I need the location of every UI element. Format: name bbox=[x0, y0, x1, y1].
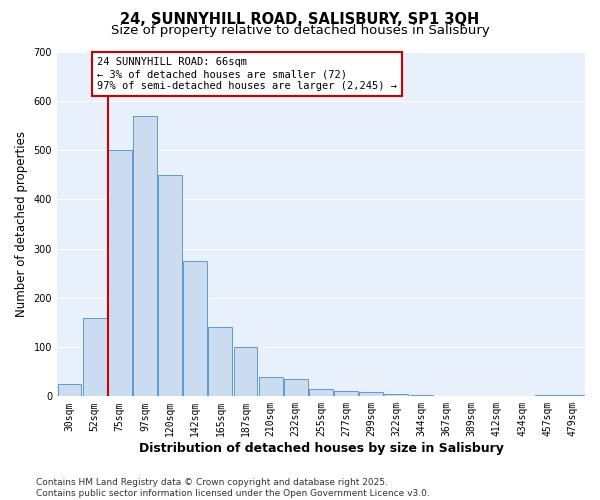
Bar bbox=[208, 328, 232, 396]
Bar bbox=[233, 347, 257, 397]
Bar bbox=[359, 392, 383, 396]
Text: 24, SUNNYHILL ROAD, SALISBURY, SP1 3QH: 24, SUNNYHILL ROAD, SALISBURY, SP1 3QH bbox=[121, 12, 479, 28]
Bar bbox=[133, 116, 157, 396]
Bar bbox=[334, 392, 358, 396]
Bar bbox=[108, 150, 132, 396]
Bar bbox=[83, 318, 107, 396]
Bar bbox=[259, 376, 283, 396]
Text: Size of property relative to detached houses in Salisbury: Size of property relative to detached ho… bbox=[110, 24, 490, 37]
Bar bbox=[58, 384, 82, 396]
Text: 24 SUNNYHILL ROAD: 66sqm
← 3% of detached houses are smaller (72)
97% of semi-de: 24 SUNNYHILL ROAD: 66sqm ← 3% of detache… bbox=[97, 58, 397, 90]
Y-axis label: Number of detached properties: Number of detached properties bbox=[15, 131, 28, 317]
Bar bbox=[309, 389, 333, 396]
X-axis label: Distribution of detached houses by size in Salisbury: Distribution of detached houses by size … bbox=[139, 442, 503, 455]
Text: Contains HM Land Registry data © Crown copyright and database right 2025.
Contai: Contains HM Land Registry data © Crown c… bbox=[36, 478, 430, 498]
Bar bbox=[535, 395, 559, 396]
Bar bbox=[284, 379, 308, 396]
Bar bbox=[385, 394, 409, 396]
Bar bbox=[158, 174, 182, 396]
Bar bbox=[183, 261, 207, 396]
